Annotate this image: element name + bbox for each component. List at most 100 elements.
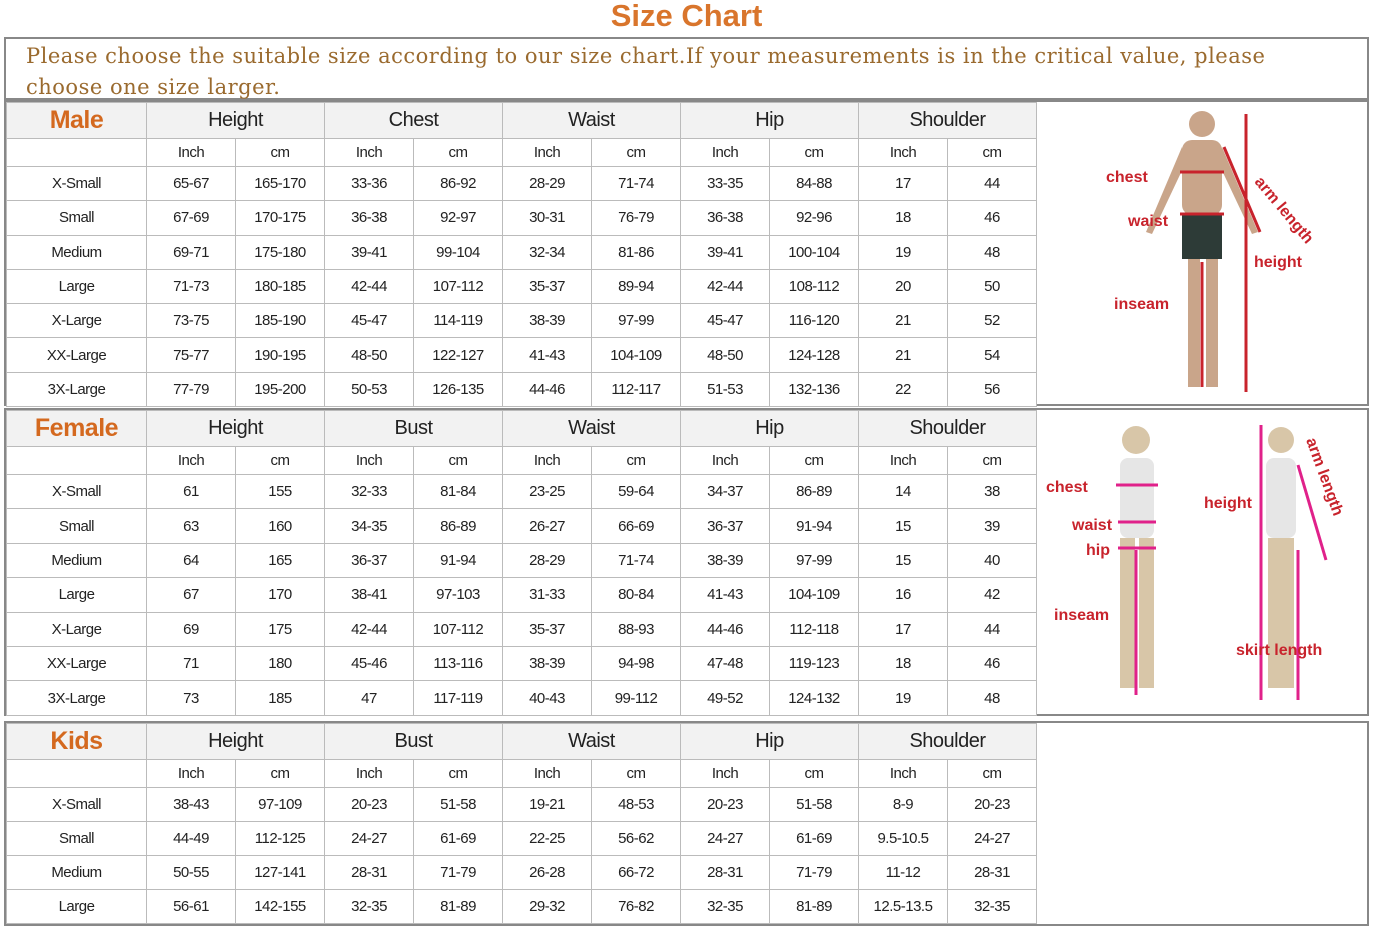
value-cell: 185 <box>235 680 325 716</box>
size-label: Large <box>6 577 147 613</box>
value-cell: 46 <box>947 645 1037 682</box>
value-cell: 81-86 <box>591 234 681 270</box>
value-cell: 40-43 <box>502 680 592 716</box>
value-cell: 71-79 <box>769 855 859 890</box>
value-cell: 97-99 <box>591 303 681 339</box>
value-cell: 28-29 <box>502 542 592 579</box>
header-row: Kids Height Bust Waist Hip Shoulder <box>6 723 1037 760</box>
table-row: Medium 50-55 127-141 28-31 71-79 26-28 66-72 28… <box>6 855 1037 890</box>
measure-header: Shoulder <box>858 410 1037 447</box>
value-cell: 20 <box>858 268 948 305</box>
value-cell: 100-104 <box>769 234 859 270</box>
value-cell: 91-94 <box>413 542 503 579</box>
size-label: 3X-Large <box>6 371 147 408</box>
value-cell: 97-109 <box>235 787 325 822</box>
label-height: height <box>1204 495 1253 512</box>
kids-section: Kids Height Bust Waist Hip Shoulder Inch cm Inch… <box>4 721 1369 926</box>
value-cell: 15 <box>858 508 948 544</box>
measure-header: Chest <box>324 102 503 139</box>
value-cell: 56 <box>947 371 1037 408</box>
value-cell: 48 <box>947 234 1037 270</box>
value-cell: 81-89 <box>413 889 503 924</box>
size-label: Large <box>6 268 147 305</box>
value-cell: 48 <box>947 680 1037 716</box>
value-cell: 36-37 <box>680 508 770 544</box>
value-cell: 127-141 <box>235 855 325 890</box>
value-cell: 71-74 <box>591 165 681 202</box>
size-label: Medium <box>6 542 147 579</box>
value-cell: 20-23 <box>947 787 1037 822</box>
value-cell: 35-37 <box>502 611 592 647</box>
value-cell: 80-84 <box>591 577 681 613</box>
value-cell: 39-41 <box>680 234 770 270</box>
unit-inch: Inch <box>146 759 236 788</box>
female-figure: chest waist hip inseam height arm length… <box>1035 410 1367 714</box>
size-label: Small <box>6 821 147 856</box>
value-cell: 36-38 <box>324 200 414 236</box>
value-cell: 51-58 <box>769 787 859 822</box>
label-waist: waist <box>1127 213 1169 230</box>
size-label: X-Large <box>6 303 147 339</box>
value-cell: 114-119 <box>413 303 503 339</box>
value-cell: 15 <box>858 542 948 579</box>
table-row: Large 56-61 142-155 32-35 81-89 29-32 76-82 32-… <box>6 889 1037 924</box>
table-row: Large 71-73 180-185 42-44 107-112 35-37 89-94 4… <box>6 268 1037 305</box>
unit-cm: cm <box>235 138 325 167</box>
value-cell: 16 <box>858 577 948 613</box>
label-hip: hip <box>1086 542 1110 559</box>
value-cell: 94-98 <box>591 645 681 682</box>
value-cell: 92-97 <box>413 200 503 236</box>
table-row: X-Large 69 175 42-44 107-112 35-37 88-93 44-46 1… <box>6 611 1037 647</box>
value-cell: 36-37 <box>324 542 414 579</box>
table-row: X-Small 61 155 32-33 81-84 23-25 59-64 34-37 86-… <box>6 473 1037 510</box>
measure-header: Height <box>146 723 325 760</box>
value-cell: 22 <box>858 371 948 408</box>
measure-header: Height <box>146 410 325 447</box>
value-cell: 66-72 <box>591 855 681 890</box>
measure-header: Waist <box>502 410 681 447</box>
table-row: 3X-Large 73 185 47 117-119 40-43 99-112 49-52 12… <box>6 680 1037 716</box>
table-row: X-Large 73-75 185-190 45-47 114-119 38-39 97-9… <box>6 303 1037 339</box>
value-cell: 65-67 <box>146 165 236 202</box>
value-cell: 32-35 <box>680 889 770 924</box>
measure-header: Height <box>146 102 325 139</box>
value-cell: 31-33 <box>502 577 592 613</box>
unit-cm: cm <box>591 138 681 167</box>
empty-cell <box>6 138 147 167</box>
value-cell: 39-41 <box>324 234 414 270</box>
value-cell: 12.5-13.5 <box>858 889 948 924</box>
value-cell: 14 <box>858 473 948 510</box>
value-cell: 32-35 <box>947 889 1037 924</box>
value-cell: 170 <box>235 577 325 613</box>
value-cell: 112-125 <box>235 821 325 856</box>
label-waist: waist <box>1071 517 1113 534</box>
female-size-table: Female Height Bust Waist Hip Shoulder Inch cm In… <box>6 410 1037 716</box>
value-cell: 18 <box>858 645 948 682</box>
value-cell: 165-170 <box>235 165 325 202</box>
unit-inch: Inch <box>324 759 414 788</box>
unit-inch: Inch <box>680 138 770 167</box>
kids-size-table: Kids Height Bust Waist Hip Shoulder Inch cm Inch… <box>6 723 1037 924</box>
value-cell: 112-117 <box>591 371 681 408</box>
value-cell: 51-58 <box>413 787 503 822</box>
value-cell: 8-9 <box>858 787 948 822</box>
value-cell: 119-123 <box>769 645 859 682</box>
label-chest: chest <box>1106 169 1148 186</box>
value-cell: 48-53 <box>591 787 681 822</box>
size-label: Small <box>6 200 147 236</box>
value-cell: 45-46 <box>324 645 414 682</box>
value-cell: 44-46 <box>680 611 770 647</box>
value-cell: 28-29 <box>502 165 592 202</box>
value-cell: 20-23 <box>324 787 414 822</box>
unit-cm: cm <box>769 759 859 788</box>
unit-cm: cm <box>947 138 1037 167</box>
measure-header: Waist <box>502 723 681 760</box>
value-cell: 42-44 <box>324 268 414 305</box>
value-cell: 17 <box>858 165 948 202</box>
value-cell: 89-94 <box>591 268 681 305</box>
male-figure: chest waist arm length height inseam <box>1035 102 1367 404</box>
header-row: Male Height Chest Waist Hip Shoulder <box>6 102 1037 139</box>
value-cell: 69 <box>146 611 236 647</box>
value-cell: 71-74 <box>591 542 681 579</box>
measure-header: Waist <box>502 102 681 139</box>
